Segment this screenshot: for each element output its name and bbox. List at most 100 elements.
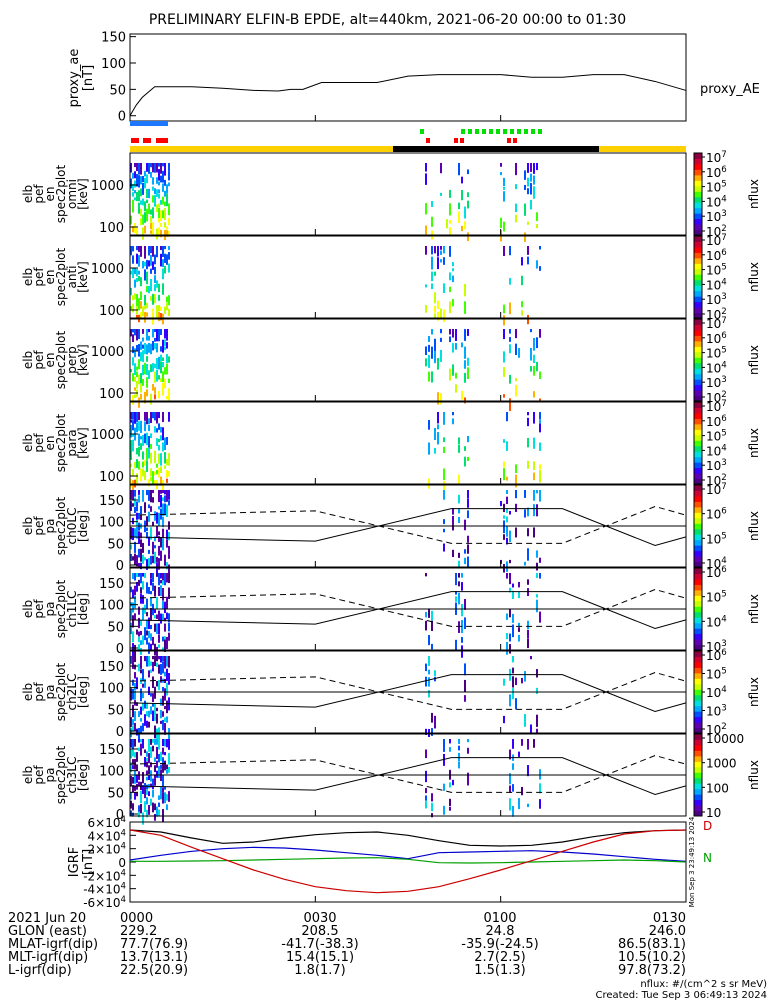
spectrogram-pixel: [164, 339, 166, 346]
spectrogram-pixel: [136, 227, 138, 236]
spectrogram-pixel: [136, 774, 138, 783]
colorbar-segment: [694, 644, 702, 651]
spectrogram-pixel: [467, 435, 469, 443]
spectrogram-pixel: [142, 692, 144, 699]
spectrogram-pixel: [146, 582, 148, 594]
spectrogram-pixel: [166, 656, 168, 667]
spectrogram-pixel: [132, 357, 134, 366]
spectrogram-pixel: [132, 556, 134, 561]
spectrogram-pixel: [142, 554, 144, 564]
igrf-frame: [129, 821, 687, 903]
colorbar-segment: [694, 600, 702, 607]
spectrogram-ytick-label: 100: [99, 221, 124, 236]
spectrogram-pixel: [425, 801, 427, 809]
spectrogram-pixel: [503, 520, 505, 534]
anti-loss-cone-line: [129, 754, 687, 793]
spectrogram-pixel: [132, 803, 134, 811]
spectrogram-ylabel-line: [keV]: [76, 178, 90, 209]
spectrogram-pixel: [527, 188, 529, 195]
spectrogram-pixel: [148, 805, 150, 815]
spectrogram-pixel: [148, 479, 150, 487]
spectrogram-pixel: [134, 387, 136, 391]
spectrogram-pixel: [425, 346, 427, 356]
spectrogram-pixel: [154, 716, 156, 721]
spectrogram-pixel: [160, 476, 162, 486]
footer-cell-mlt: 2.7(2.5): [474, 950, 526, 965]
spectrogram-pixel: [536, 163, 538, 171]
colorbar-segment: [694, 568, 702, 574]
spectrogram-pixel: [524, 509, 526, 518]
igrf-ytick-label: 0: [118, 856, 126, 870]
spectrogram-pixel: [136, 473, 138, 485]
spectrogram-pixel: [168, 632, 170, 641]
spectrogram-pixel: [428, 336, 430, 342]
spectrogram-pixel: [461, 637, 463, 643]
spectrogram-pixel: [144, 700, 146, 709]
spectrogram-pixel: [146, 312, 148, 317]
spectrogram-pixel: [437, 432, 439, 445]
spectrogram-pixel: [440, 329, 442, 334]
spectrogram-pixel: [130, 586, 132, 593]
spectrogram-pixel: [440, 259, 442, 263]
spectrogram-pixel: [150, 255, 152, 266]
colorbar-frame: [693, 401, 703, 485]
colorbar-segment: [694, 485, 702, 491]
spectrogram-pixel: [136, 555, 138, 567]
spectrogram-pixel: [158, 558, 160, 570]
spectrogram-pixel: [140, 640, 142, 646]
spectrogram-pixel: [134, 739, 136, 747]
spectrogram-ylabel-line: elb: [21, 517, 35, 535]
spectrogram-pixel: [168, 230, 170, 237]
spectrogram-pixel: [130, 762, 132, 773]
spectrogram-panel-1: 1001000elbpefenspec2plotanti[keV]1021031…: [21, 233, 761, 326]
spectrogram-pixel: [461, 225, 463, 232]
spectrogram-pixel: [150, 706, 152, 715]
spectrogram-pixel: [428, 656, 430, 666]
spectrogram-pixel: [136, 526, 138, 539]
pitch-angle-ytick-label: 150: [99, 743, 124, 758]
spectrogram-pixel: [168, 182, 170, 187]
spectrogram-pixel: [452, 418, 454, 425]
spectrogram-pixel: [168, 613, 170, 623]
spectrogram-ylabel-line: ch3LC: [65, 757, 79, 794]
spectrogram-pixel: [527, 437, 529, 448]
spectrogram-pixel: [512, 624, 514, 638]
spectrogram-pixel: [134, 394, 136, 398]
spectrogram-pixel: [164, 717, 166, 722]
spectrogram-pixel: [168, 171, 170, 181]
spectrogram-pixel: [467, 192, 469, 198]
spectrogram-ytick-label: 100: [99, 470, 124, 485]
igrf-series-line: [129, 846, 687, 862]
footer-cell-l: 97.8(73.2): [617, 963, 686, 978]
colorbar-segment: [694, 788, 702, 795]
spectrogram-pixel: [536, 504, 538, 517]
spectrogram-pixel: [467, 739, 469, 743]
spectrogram-pixel: [449, 272, 451, 281]
spectrogram-pixel: [154, 765, 156, 773]
spectrogram-pixel: [150, 597, 152, 607]
spectrogram-pixel: [152, 383, 154, 391]
spectrogram-pixel: [158, 634, 160, 643]
spectrogram-pixel: [144, 573, 146, 578]
spectrogram-pixel: [136, 381, 138, 389]
spectrogram-pixel: [146, 285, 148, 293]
colorbar-tick-label: 103: [706, 375, 727, 390]
spectrogram-pixel: [452, 298, 454, 307]
spectrogram-pixel: [464, 557, 466, 565]
spectrogram-pixel: [158, 375, 160, 380]
spectrogram-pixel: [134, 363, 136, 376]
spectrogram-pixel: [156, 746, 158, 759]
spectrogram-pixel: [518, 798, 520, 810]
spectrogram-pixel: [158, 203, 160, 208]
spectrogram-pixel: [130, 490, 132, 500]
spectrogram-pixel: [428, 669, 430, 675]
spectrogram-pixel: [146, 776, 148, 781]
spectrogram-pixel: [134, 541, 136, 553]
colorbar-segment: [694, 290, 702, 297]
spectrogram-pixel: [512, 667, 514, 674]
spectrogram-pixel: [160, 306, 162, 311]
footer-label-glon: GLON (east): [8, 924, 87, 939]
spectrogram-pixel: [449, 739, 451, 744]
spectrogram-pixel: [146, 630, 148, 636]
spectrogram-pixel: [142, 772, 144, 784]
